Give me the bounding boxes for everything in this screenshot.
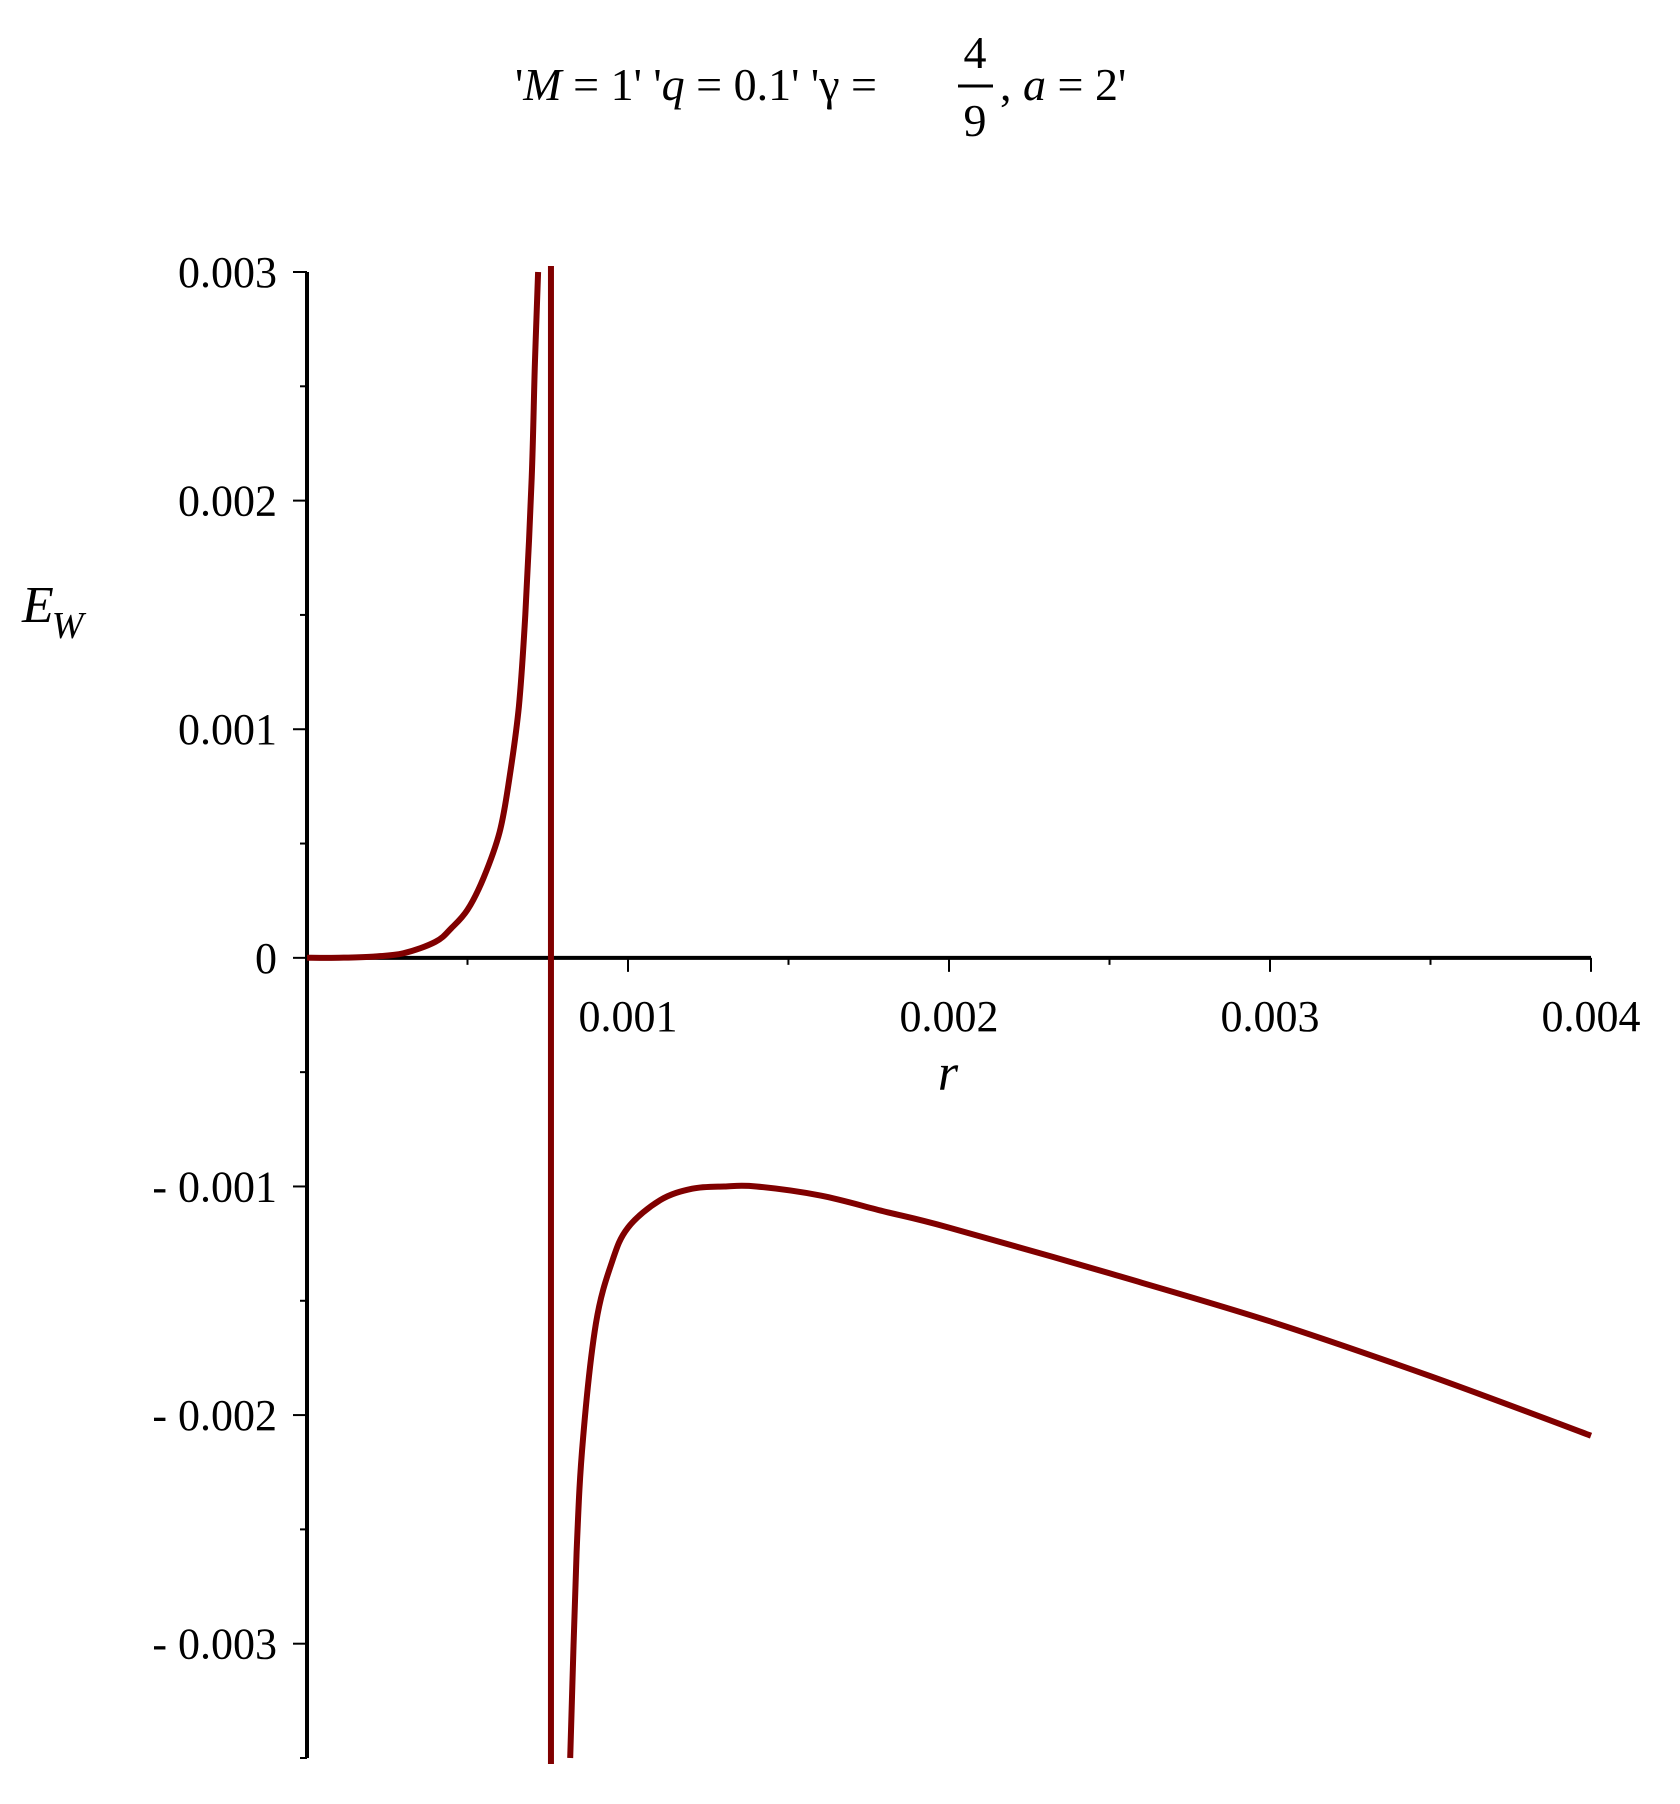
- title-var-q: q: [662, 59, 685, 110]
- x-tick-label: 0.001: [579, 992, 678, 1041]
- series-line-right: [567, 1182, 1593, 1759]
- title-var-m: M: [522, 59, 564, 110]
- axes: 0.001 0.002 0.003 0.004 0.003 0.002 0.001 0 - 0.…: [152, 248, 1641, 1759]
- y-tick-label: - 0.002: [152, 1391, 277, 1440]
- title-part-3-eq: =: [840, 59, 877, 110]
- y-tick-label: 0: [255, 934, 277, 983]
- x-axis-label: r: [938, 1045, 959, 1102]
- y-axis-label-sub: W: [52, 605, 87, 647]
- y-axis-label-main: E: [21, 577, 54, 634]
- x-tick-label: 0.003: [1221, 992, 1320, 1041]
- y-tick-label: - 0.003: [152, 1620, 277, 1669]
- title-part-4: , a = 2': [1000, 59, 1126, 110]
- y-tick-label: 0.002: [178, 477, 277, 526]
- y-tick-label: 0.001: [178, 705, 277, 754]
- title-part-1-post: = 1' ': [562, 59, 662, 110]
- x-tick-label: 0.002: [900, 992, 999, 1041]
- title-part-4-pre: ,: [1000, 59, 1023, 110]
- title-part-2-post: = 0.1' ': [685, 59, 820, 110]
- y-axis-label: EW: [21, 577, 87, 647]
- series-layer: [306, 266, 1593, 1764]
- title-fraction-numerator: 4: [964, 27, 987, 78]
- title-part-1-pre: ': [515, 59, 523, 110]
- series-line-left: [306, 271, 542, 961]
- chart-title: 'M = 1' 'q = 0.1' 'γ =: [515, 59, 877, 110]
- title-var-gamma: γ: [818, 59, 839, 110]
- title-part-4-post: = 2': [1046, 59, 1126, 110]
- title-fraction-denominator: 9: [964, 95, 987, 146]
- x-tick-label: 0.004: [1542, 992, 1641, 1041]
- y-tick-label: 0.003: [178, 248, 277, 297]
- y-tick-label: - 0.001: [152, 1162, 277, 1211]
- title-var-a: a: [1023, 59, 1046, 110]
